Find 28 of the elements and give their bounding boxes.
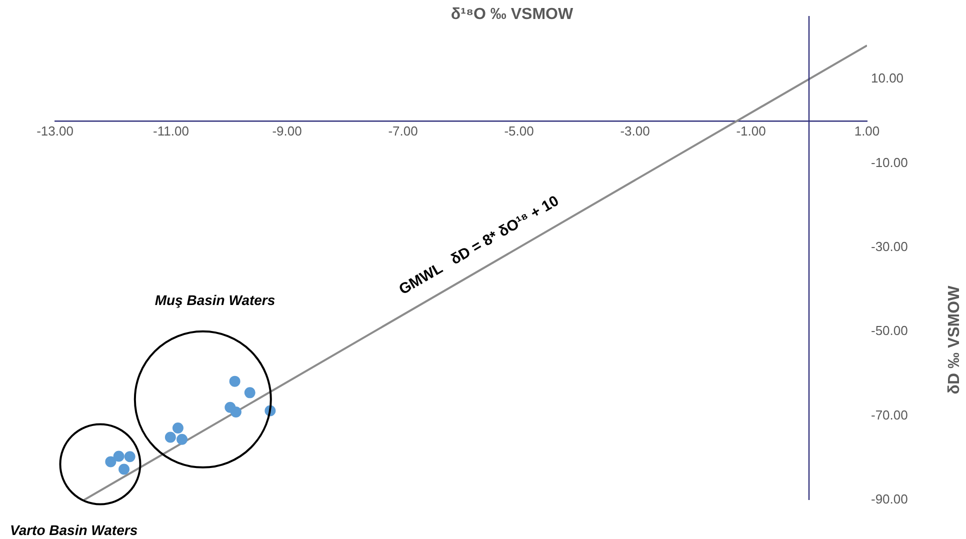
y-tick-label: -70.00 [871,407,908,422]
x-tick-label: -11.00 [153,124,189,139]
point [229,376,240,387]
point [113,450,124,462]
y-tick-label: -10.00 [871,154,908,170]
x-tick-label: -13.00 [36,124,74,139]
x-tick-label: -3.00 [620,124,650,139]
x-tick-label: -9.00 [272,124,302,139]
point [124,451,136,462]
y-tick-label: 10.00 [871,70,904,86]
annotation: Muş Basin Waters [154,292,276,308]
x-axis-title: δ¹⁸O ‰ VSMOW [450,6,574,24]
y-tick-label: -30.00 [871,239,908,254]
point [105,456,116,468]
point [176,434,188,445]
y-tick-label: -90.00 [871,492,908,507]
text: Varto Basin Waters [10,522,138,538]
x-tick-label: -5.00 [504,124,534,139]
point [172,422,184,434]
y-axis-title: δD ‰ VSMOW [946,286,964,394]
point [230,406,242,418]
point [118,464,130,475]
y-tick-label: -50.00 [871,323,908,338]
point [244,387,256,398]
x-tick-label: -7.00 [388,124,418,139]
point [164,432,176,443]
x-tick-label: -1.00 [736,124,766,139]
x-tick-label: 1.00 [854,124,880,139]
